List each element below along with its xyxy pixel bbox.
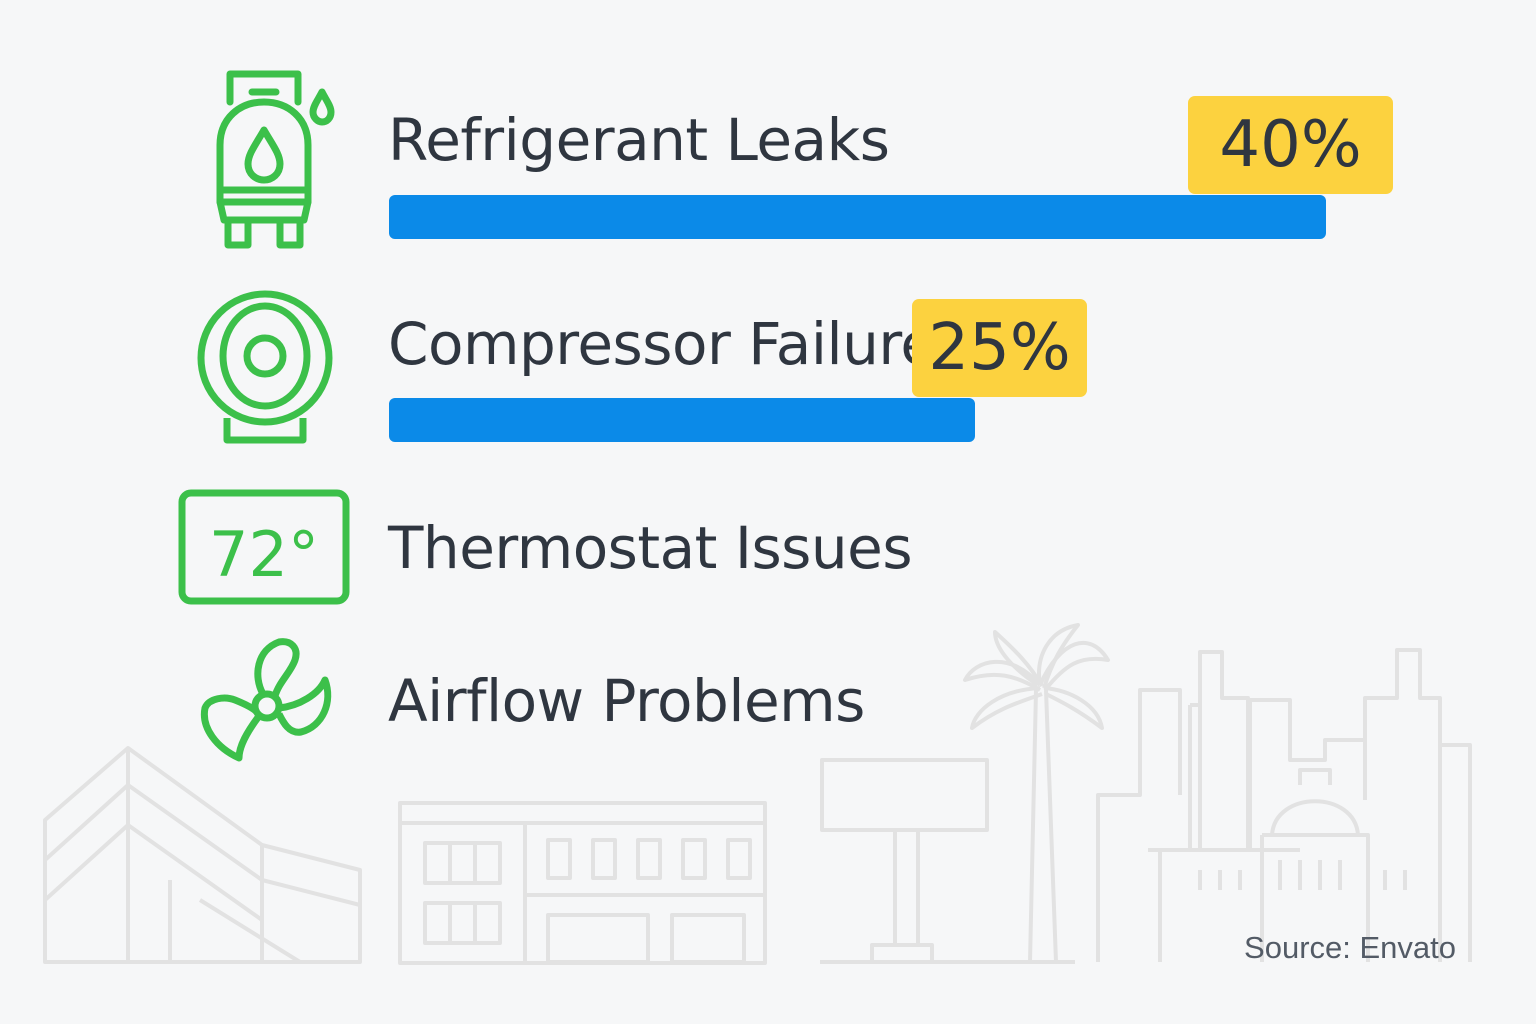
- bar-refrigerant-leaks: [389, 195, 1326, 239]
- palm-tree-outline: [963, 623, 1110, 963]
- downtown-towers-outline: [1096, 648, 1472, 962]
- row-label: Compressor Failures: [388, 310, 966, 378]
- value-badge: 40%: [1188, 96, 1393, 194]
- fan-icon: [200, 638, 332, 762]
- compressor-icon: [197, 290, 333, 444]
- value-badge: 25%: [912, 299, 1087, 397]
- store-building-outline: [398, 801, 767, 965]
- bar-compressor-failures: [389, 398, 975, 442]
- museum-building-outline: [43, 746, 362, 964]
- row-label: Thermostat Issues: [388, 514, 913, 582]
- refrigerant-tank-icon: [216, 70, 335, 249]
- row-label: Refrigerant Leaks: [388, 106, 890, 174]
- billboard-outline: [820, 758, 1075, 964]
- thermostat-icon: 72°: [178, 489, 350, 605]
- source-note: Source: Envato: [1244, 930, 1456, 965]
- thermostat-display-text: 72°: [209, 518, 319, 591]
- row-label: Airflow Problems: [388, 667, 865, 735]
- domed-building-outline: [1198, 768, 1407, 962]
